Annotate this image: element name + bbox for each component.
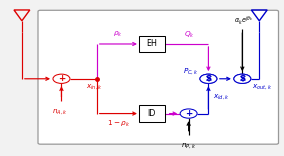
Text: ×: × [204, 74, 212, 83]
Text: $n_{A,k}$: $n_{A,k}$ [52, 107, 68, 116]
Text: $: $ [205, 74, 211, 83]
Circle shape [234, 74, 251, 83]
Text: +: + [185, 109, 192, 118]
Text: $x_{out,k}$: $x_{out,k}$ [252, 82, 273, 91]
Text: $1-\rho_k$: $1-\rho_k$ [107, 119, 130, 129]
Text: $\rho_k$: $\rho_k$ [114, 30, 123, 39]
Text: $P_{C,k}$: $P_{C,k}$ [183, 66, 199, 76]
Circle shape [234, 74, 251, 83]
Text: $x_{id,k}$: $x_{id,k}$ [213, 92, 229, 101]
Text: $Q_k$: $Q_k$ [183, 30, 194, 40]
Text: $\alpha_k e^{j\theta_k}$: $\alpha_k e^{j\theta_k}$ [234, 15, 254, 27]
Text: $: $ [239, 74, 245, 83]
Text: $x_{in,k}$: $x_{in,k}$ [85, 82, 102, 91]
Text: ×: × [238, 74, 246, 83]
Circle shape [200, 74, 217, 83]
Text: $n_{P,k}$: $n_{P,k}$ [181, 141, 196, 150]
Text: +: + [58, 74, 65, 83]
FancyBboxPatch shape [139, 36, 165, 52]
Circle shape [53, 74, 70, 83]
FancyBboxPatch shape [139, 105, 165, 122]
Text: EH: EH [147, 39, 157, 49]
Circle shape [180, 109, 197, 118]
Circle shape [200, 74, 217, 83]
Text: ID: ID [148, 109, 156, 118]
FancyBboxPatch shape [38, 10, 279, 144]
